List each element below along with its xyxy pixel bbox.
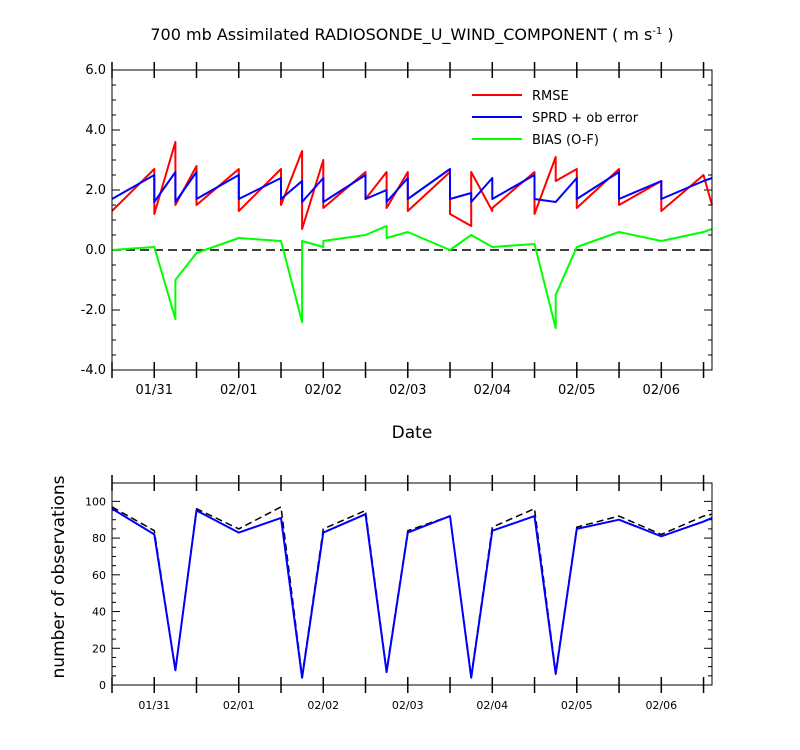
bottom-ytick-label: 40: [92, 606, 106, 619]
legend-label: SPRD + ob error: [532, 111, 639, 126]
top-xtick-label: 01/31: [136, 383, 173, 398]
top-xtick-label: 02/03: [389, 383, 426, 398]
y-axis-label-observations: number of observations: [49, 475, 69, 678]
bottom-xtick-label: 02/03: [392, 699, 424, 712]
top-ytick-label: 4.0: [85, 123, 106, 138]
top-xtick-label: 02/05: [558, 383, 595, 398]
legend-label: BIAS (O-F): [532, 133, 599, 148]
top-series-rmse-line: [111, 141, 713, 230]
bottom-panel-frame: [111, 482, 713, 686]
bottom-xtick-label: 01/31: [138, 699, 170, 712]
bottom-ytick-label: 20: [92, 642, 106, 655]
bottom-xtick-label: 02/01: [223, 699, 255, 712]
top-ytick-label: -4.0: [81, 363, 106, 378]
top-ytick-label: 2.0: [85, 183, 106, 198]
bottom-xtick-label: 02/06: [645, 699, 677, 712]
top-ytick-label: -2.0: [81, 303, 106, 318]
legend: RMSE SPRD + ob error BIAS (O-F): [472, 89, 639, 148]
bottom-ytick-label: 60: [92, 569, 106, 582]
top-series-sprd-ob-error-line: [111, 168, 713, 203]
chart-title: 700 mb Assimilated RADIOSONDE_U_WIND_COM…: [150, 25, 673, 45]
top-panel: -4.0 -2.0 0.0 2.0 4.0 6.0 01/31 02/01 02/02 02/0…: [81, 62, 713, 398]
bottom-ytick-label: 80: [92, 532, 106, 545]
bottom-xtick-label: 02/04: [476, 699, 508, 712]
top-ytick-label: 0.0: [85, 243, 106, 258]
top-xtick-label: 02/04: [474, 383, 511, 398]
top-xtick-label: 02/02: [305, 383, 342, 398]
top-ytick-label: 6.0: [85, 63, 106, 78]
bottom-panel: 0 20 40 60 80 100 01/31 02/01 02/02 02/03 02/04 02…: [85, 475, 713, 712]
legend-label: RMSE: [532, 89, 569, 104]
top-xtick-label: 02/01: [220, 383, 257, 398]
bottom-ytick-label: 100: [85, 495, 106, 508]
bottom-xtick-label: 02/05: [561, 699, 593, 712]
bottom-series-dashed-line: [111, 506, 713, 677]
bottom-xtick-label: 02/02: [307, 699, 339, 712]
top-series-bias-o-f-line: [111, 225, 713, 329]
top-panel-frame: [111, 69, 713, 371]
bottom-ytick-label: 0: [99, 679, 106, 692]
x-axis-label: Date: [392, 423, 433, 443]
top-xtick-label: 02/06: [643, 383, 680, 398]
bottom-series-solid-line: [111, 507, 713, 679]
